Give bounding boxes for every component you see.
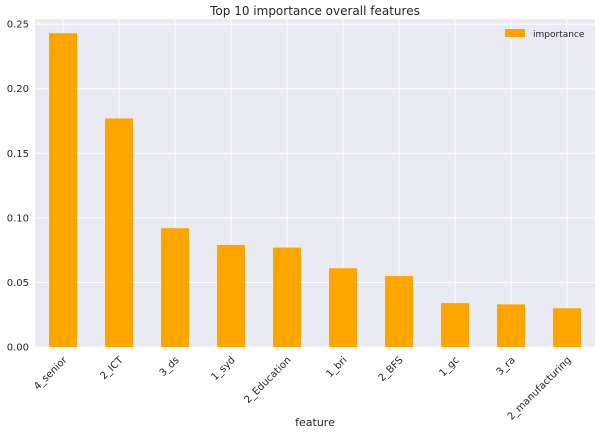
- bar-4_senior: [49, 33, 77, 348]
- x-axis-title: feature: [295, 416, 335, 429]
- y-tick-label: 0.10: [7, 213, 29, 224]
- bar-1_bri: [329, 268, 357, 347]
- bar-1_gc: [441, 303, 469, 347]
- chart-title: Top 10 importance overall features: [209, 4, 420, 18]
- bar-2_ICT: [105, 118, 133, 347]
- x-tick-label: 1_gc: [437, 355, 461, 379]
- bar-3_ra: [497, 304, 525, 347]
- y-tick-labels: 0.00 0.05 0.10 0.15 0.20 0.25: [7, 20, 29, 354]
- y-tick-label: 0.25: [7, 20, 29, 31]
- x-tick-label: 2_BFS: [377, 355, 406, 384]
- x-tick-label: 4_senior: [32, 354, 70, 392]
- x-tick-label: 2_manufacturing: [506, 355, 574, 423]
- legend-label: importance: [533, 30, 585, 40]
- x-tick-label: 2_Education: [243, 355, 294, 406]
- x-tick-label: 3_ds: [158, 355, 182, 379]
- bar-2_Education: [273, 247, 301, 347]
- y-tick-label: 0.15: [7, 149, 29, 160]
- y-tick-label: 0.20: [7, 84, 29, 95]
- bar-2_manufacturing: [553, 308, 581, 347]
- bar-2_BFS: [385, 275, 413, 347]
- x-tick-labels: 4_senior 2_ICT 3_ds 1_syd 2_Education 1_bri 2_…: [32, 354, 574, 422]
- legend: importance: [505, 29, 585, 40]
- x-tick-label: 1_bri: [324, 355, 349, 380]
- legend-swatch: [505, 29, 525, 37]
- bars: [49, 33, 581, 348]
- x-tick-label: 3_ra: [495, 355, 518, 378]
- y-tick-label: 0.00: [7, 343, 29, 354]
- bar-3_ds: [161, 228, 189, 347]
- bar-1_syd: [217, 244, 245, 347]
- x-tick-label: 2_ICT: [98, 354, 126, 382]
- y-tick-label: 0.05: [7, 278, 29, 289]
- x-tick-label: 1_syd: [209, 355, 237, 383]
